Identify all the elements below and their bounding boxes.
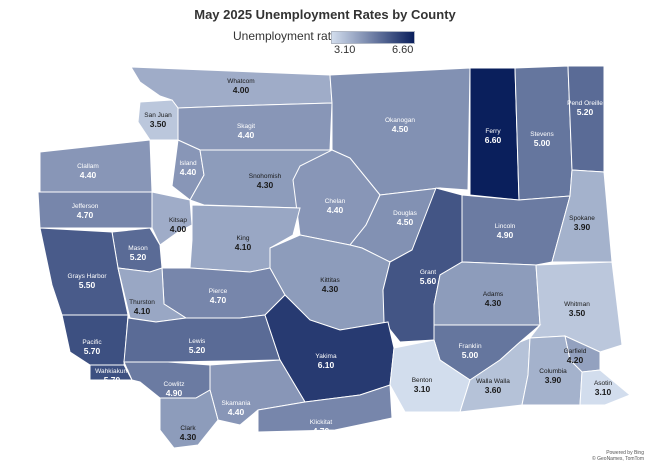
county-name-grant: Grant [420, 269, 436, 276]
county-rate-island: 4.40 [180, 167, 197, 177]
county-name-clark: Clark [180, 425, 196, 432]
county-name-adams: Adams [483, 291, 504, 298]
county-rate-asotin: 3.10 [595, 387, 612, 397]
county-rate-yakima: 6.10 [318, 360, 335, 370]
county-rate-san-juan: 3.50 [150, 119, 167, 129]
county-name-pacific: Pacific [82, 339, 102, 346]
county-asotin[interactable] [579, 369, 631, 406]
county-rate-garfield: 4.20 [567, 355, 584, 365]
map-title: May 2025 Unemployment Rates by County [194, 7, 456, 22]
county-rate-skamania: 4.40 [228, 407, 245, 417]
legend-label: Unemployment rate [233, 29, 338, 43]
county-rate-columbia: 3.90 [545, 375, 562, 385]
county-rate-ferry: 6.60 [485, 135, 502, 145]
county-name-columbia: Columbia [539, 368, 567, 375]
county-name-pend-oreille: Pend Oreille [567, 100, 603, 107]
county-name-san-juan: San Juan [144, 112, 172, 119]
county-rate-klickitat: 4.70 [313, 426, 330, 436]
county-rate-skagit: 4.40 [238, 130, 255, 140]
legend-gradient-bar [331, 31, 415, 44]
legend-min-label: 3.10 [334, 44, 356, 56]
county-name-okanogan: Okanogan [385, 117, 415, 124]
county-name-whitman: Whitman [564, 301, 590, 308]
county-name-douglas: Douglas [393, 210, 418, 217]
county-name-snohomish: Snohomish [249, 173, 282, 180]
county-name-kitsap: Kitsap [169, 217, 187, 224]
county-name-lewis: Lewis [189, 338, 206, 345]
county-rate-stevens: 5.00 [534, 138, 551, 148]
county-name-skagit: Skagit [237, 123, 255, 130]
county-pend-oreille[interactable] [567, 65, 605, 173]
county-rate-benton: 3.10 [414, 384, 431, 394]
county-name-benton: Benton [412, 377, 433, 384]
county-rate-jefferson: 4.70 [77, 210, 94, 220]
county-rate-king: 4.10 [235, 242, 252, 252]
county-rate-spokane: 3.90 [574, 222, 591, 232]
credit-line-1: Powered by Bing [606, 450, 644, 456]
county-name-king: King [236, 235, 249, 242]
legend: Unemployment rate 3.10 6.60 [0, 0, 650, 60]
county-name-yakima: Yakima [315, 353, 337, 360]
county-name-cowlitz: Cowlitz [164, 381, 185, 388]
county-rate-walla-walla: 3.60 [485, 385, 502, 395]
county-grant[interactable] [382, 187, 463, 343]
county-rate-thurston: 4.10 [134, 306, 151, 316]
county-rate-kitsap: 4.00 [170, 224, 187, 234]
county-name-grays-harbor: Grays Harbor [67, 273, 107, 280]
county-name-walla-walla: Walla Walla [476, 378, 510, 385]
county-name-clallam: Clallam [77, 163, 99, 170]
county-name-franklin: Franklin [458, 343, 482, 350]
county-rate-mason: 5.20 [130, 252, 147, 262]
credit-line-2: © GeoNames, TomTom [592, 456, 644, 462]
county-rate-clallam: 4.40 [80, 170, 97, 180]
county-rate-okanogan: 4.50 [392, 124, 409, 134]
county-rate-chelan: 4.40 [327, 205, 344, 215]
map-credit: Powered by Bing © GeoNames, TomTom [592, 450, 644, 462]
county-rate-clark: 4.30 [180, 432, 197, 442]
county-name-skamania: Skamania [222, 400, 251, 407]
county-name-ferry: Ferry [485, 128, 501, 135]
county-rate-lewis: 5.20 [189, 345, 206, 355]
county-rate-whatcom: 4.00 [233, 85, 250, 95]
county-name-wahkiakum: Wahkiakum [95, 368, 129, 375]
county-rate-kittitas: 4.30 [322, 284, 339, 294]
county-jefferson[interactable] [37, 191, 157, 229]
county-name-thurston: Thurston [129, 299, 155, 306]
county-name-chelan: Chelan [325, 198, 346, 205]
county-name-klickitat: Klickitat [310, 419, 333, 426]
county-rate-pacific: 5.70 [84, 346, 101, 356]
county-name-asotin: Asotin [594, 380, 612, 387]
county-name-pierce: Pierce [209, 288, 228, 295]
county-name-spokane: Spokane [569, 215, 595, 222]
county-rate-douglas: 4.50 [397, 217, 414, 227]
county-name-jefferson: Jefferson [72, 203, 99, 210]
county-spokane[interactable] [551, 169, 613, 263]
county-rate-pend-oreille: 5.20 [577, 107, 594, 117]
county-rate-whitman: 3.50 [569, 308, 586, 318]
county-rate-adams: 4.30 [485, 298, 502, 308]
county-name-island: Island [179, 160, 197, 167]
county-rate-cowlitz: 4.90 [166, 388, 183, 398]
county-kitsap[interactable] [151, 191, 193, 246]
county-name-stevens: Stevens [530, 131, 554, 138]
county-rate-wahkiakum: 5.70 [104, 375, 121, 385]
county-name-lincoln: Lincoln [495, 223, 516, 230]
county-rate-pierce: 4.70 [210, 295, 227, 305]
county-rate-lincoln: 4.90 [497, 230, 514, 240]
county-rate-grant: 5.60 [420, 276, 437, 286]
county-rate-snohomish: 4.30 [257, 180, 274, 190]
county-name-whatcom: Whatcom [227, 78, 254, 85]
county-name-mason: Mason [128, 245, 148, 252]
county-name-garfield: Garfield [564, 348, 587, 355]
legend-max-label: 6.60 [392, 44, 414, 56]
county-klickitat[interactable] [257, 384, 393, 433]
county-rate-franklin: 5.00 [462, 350, 479, 360]
county-name-kittitas: Kittitas [320, 277, 340, 284]
county-clark[interactable] [159, 389, 219, 449]
county-rate-grays-harbor: 5.50 [79, 280, 96, 290]
